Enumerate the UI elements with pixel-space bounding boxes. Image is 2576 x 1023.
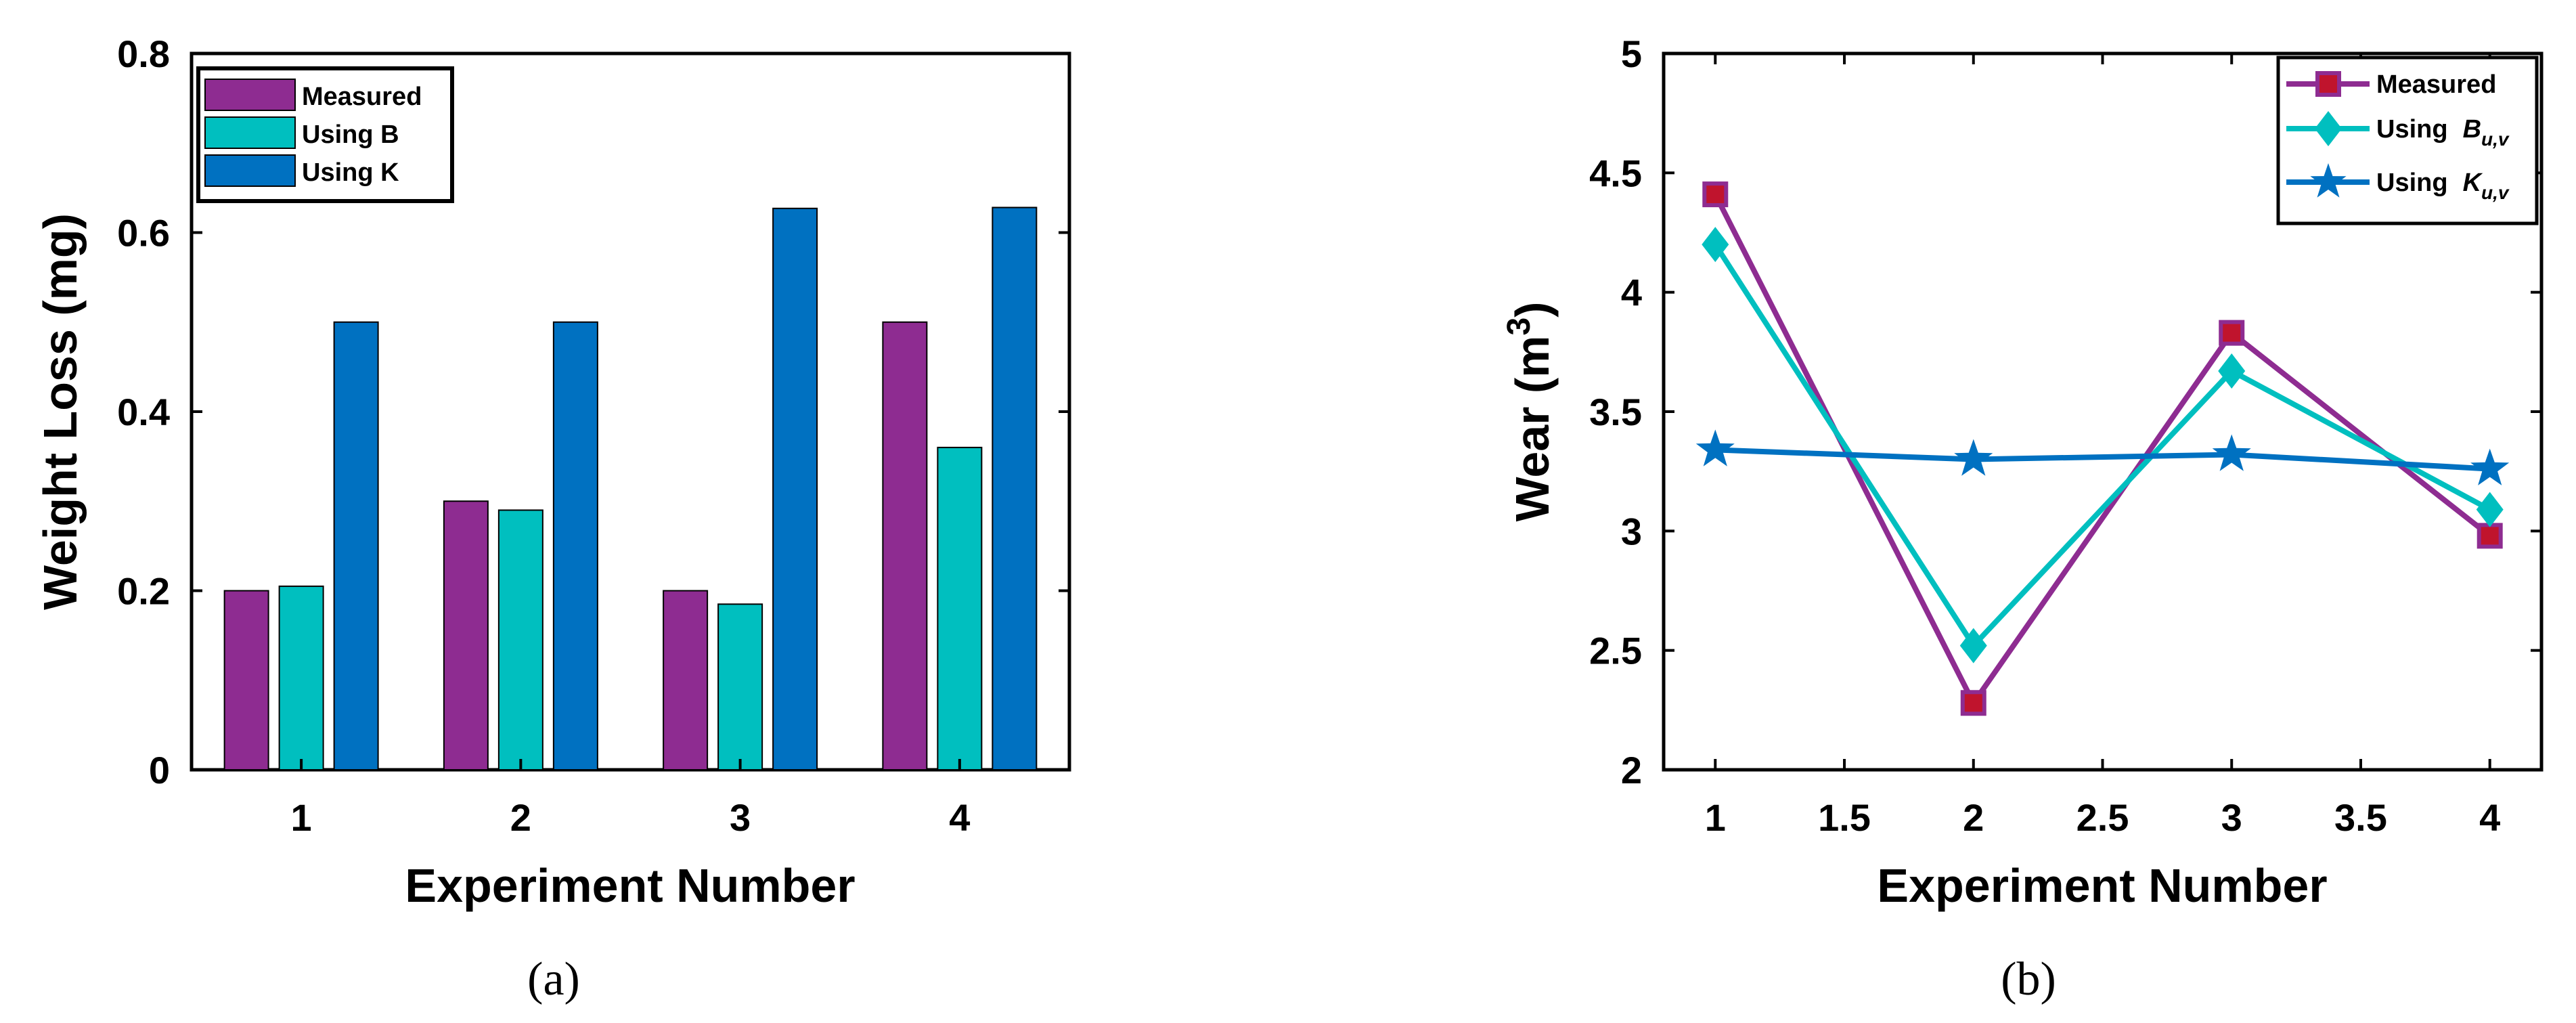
b-ytick-label: 5	[1621, 32, 1642, 75]
a-bar-using-b-exp-3	[717, 603, 763, 771]
b-legend-label-using-b-word: Using	[2376, 115, 2448, 144]
b-legend-label-using-k: Using Ku,v	[2376, 169, 2510, 203]
b-legend-marker-measured	[2315, 71, 2341, 97]
a-bar-measured-exp-2	[443, 500, 489, 770]
b-x-axis-ticks: 1 1.5 2 2.5 3 3.5 4	[1705, 53, 2500, 839]
b-legend-marker-using-k	[2310, 163, 2347, 198]
b-y-axis-label-end: )	[1506, 302, 1559, 318]
a-xtick-label: 3	[730, 796, 751, 839]
a-bar-using-b-exp-2	[497, 509, 543, 770]
b-y-axis-label-main: Wear (m	[1506, 336, 1559, 522]
a-x-axis-ticks: 1 2 3 4	[291, 759, 970, 839]
a-legend-swatch-measured	[204, 79, 296, 111]
a-panel-caption: (a)	[527, 953, 580, 1005]
b-line-using-b	[1712, 242, 2491, 649]
panel-a-bar-chart: 0 0.2 0.4 0.6 0.8 1 2 3 4 Experiment Number Wei…	[34, 32, 1071, 1005]
b-ytick-label: 4	[1621, 271, 1642, 314]
a-legend-label-using-k: Using K	[302, 158, 399, 187]
b-point-measured-exp-4	[2477, 523, 2503, 549]
a-legend-swatch-using-k	[204, 154, 296, 187]
b-point-using-k-exp-4	[2470, 448, 2510, 485]
a-legend-label-using-b: Using B	[302, 121, 399, 149]
b-point-measured-exp-3	[2219, 320, 2245, 346]
a-bar-measured-exp-4	[882, 321, 928, 770]
b-ytick-label: 3.5	[1589, 391, 1642, 433]
a-y-axis-ticks: 0 0.2 0.4 0.6 0.8	[117, 32, 1069, 791]
a-bar-using-k-exp-4	[992, 206, 1038, 771]
b-legend-label-measured: Measured	[2376, 70, 2496, 99]
b-xtick-label: 1	[1705, 796, 1726, 839]
a-ytick-label: 0.8	[117, 32, 170, 75]
b-point-measured-exp-1	[1702, 181, 1729, 208]
a-bar-measured-exp-3	[663, 590, 709, 770]
b-point-using-b-exp-2	[1959, 628, 1987, 663]
a-bar-using-b-exp-4	[937, 446, 983, 771]
b-legend-label-using-k-word: Using	[2376, 169, 2448, 197]
b-y-axis-label-superscript: 3	[1501, 318, 1537, 336]
b-panel-caption: (b)	[2001, 953, 2056, 1005]
a-xtick-label: 4	[949, 796, 970, 839]
b-point-using-b-exp-3	[2218, 353, 2246, 389]
b-ytick-label: 3	[1621, 510, 1642, 552]
b-xtick-label: 2	[1963, 796, 1984, 839]
a-bar-using-k-exp-3	[772, 207, 818, 771]
a-ytick-label: 0.6	[117, 212, 170, 255]
b-point-using-b-exp-1	[1702, 227, 1729, 263]
b-y-axis-ticks: 2 2.5 3 3.5 4 4.5 5	[1589, 32, 2541, 791]
b-xtick-label: 1.5	[1818, 796, 1871, 839]
a-bar-using-k-exp-1	[333, 321, 379, 770]
b-xtick-label: 3.5	[2334, 796, 2387, 839]
b-point-measured-exp-2	[1960, 690, 1986, 716]
a-legend: Measured Using B Using K	[196, 66, 454, 203]
b-x-axis-label: Experiment Number	[1877, 859, 2327, 912]
b-point-using-k-exp-1	[1695, 429, 1735, 466]
a-bars	[223, 206, 1038, 771]
a-xtick-label: 1	[291, 796, 312, 839]
b-xtick-label: 4	[2479, 796, 2500, 839]
b-ytick-label: 2.5	[1589, 630, 1642, 672]
b-xtick-label: 2.5	[2077, 796, 2129, 839]
b-legend-label-using-b-subscript: u,v	[2481, 129, 2510, 150]
a-y-axis-label: Weight Loss (mg)	[34, 213, 87, 610]
b-point-using-k-exp-3	[2212, 434, 2251, 471]
a-bar-using-k-exp-2	[552, 321, 598, 770]
b-legend-label-using-k-symbol: K	[2463, 169, 2483, 197]
b-series-markers	[1695, 181, 2510, 716]
a-legend-swatch-using-b	[204, 116, 296, 149]
b-ytick-label: 2	[1621, 749, 1642, 791]
b-legend-label-using-b: Using Bu,v	[2376, 115, 2510, 150]
b-xtick-label: 3	[2221, 796, 2242, 839]
b-point-using-k-exp-2	[1954, 439, 1993, 476]
a-ytick-label: 0	[149, 749, 170, 791]
b-series-lines	[1712, 193, 2492, 706]
b-legend-label-using-b-symbol: B	[2463, 115, 2481, 144]
b-legend: Measured Using Bu,v Using Ku,v	[2276, 56, 2539, 225]
panel-b-line-chart: 2 2.5 3 3.5 4 4.5 5 1 1.5 2 2.5 3 3.5 4 Experiment N…	[1501, 32, 2544, 1005]
a-bar-measured-exp-1	[223, 590, 269, 770]
a-x-axis-label: Experiment Number	[405, 859, 855, 912]
a-bar-using-b-exp-1	[278, 585, 324, 770]
b-legend-marker-using-b	[2315, 111, 2342, 146]
a-ytick-label: 0.4	[117, 391, 170, 433]
b-line-using-k	[1715, 447, 2490, 472]
b-point-using-b-exp-4	[2476, 492, 2504, 527]
a-legend-label-measured: Measured	[302, 83, 422, 111]
a-xtick-label: 2	[510, 796, 531, 839]
b-ytick-label: 4.5	[1589, 152, 1642, 194]
a-ytick-label: 0.2	[117, 570, 170, 613]
b-y-axis-label: Wear (m3)	[1501, 302, 1559, 522]
b-legend-label-using-k-subscript: u,v	[2481, 182, 2510, 203]
